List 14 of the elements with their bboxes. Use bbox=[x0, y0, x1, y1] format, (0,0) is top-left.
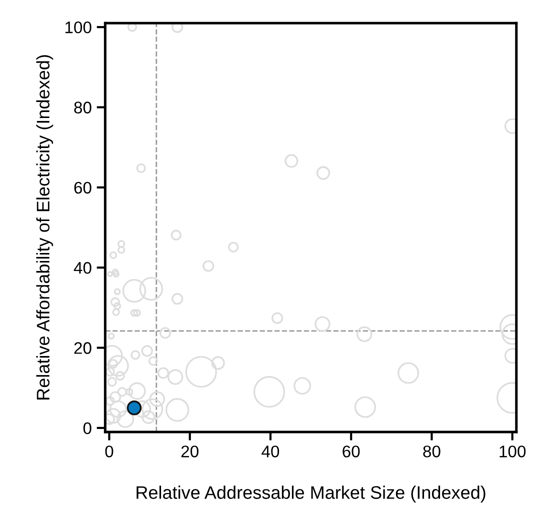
x-tick-label: 80 bbox=[423, 446, 440, 458]
x-tick-label: 40 bbox=[262, 446, 280, 458]
x-tick-label: 100 bbox=[500, 446, 526, 458]
x-tick-label: 20 bbox=[181, 446, 198, 458]
y-tick-label: 40 bbox=[74, 262, 92, 274]
x-axis-title: Relative Addressable Market Size (Indexed) bbox=[136, 486, 486, 502]
y-tick-label: 100 bbox=[65, 21, 92, 34]
x-tick-label: 0 bbox=[105, 446, 114, 458]
y-tick-label: 80 bbox=[74, 102, 92, 114]
y-tick-label: 20 bbox=[74, 342, 92, 354]
x-tick-label: 60 bbox=[342, 446, 360, 458]
y-tick-label: 0 bbox=[83, 422, 92, 434]
y-tick-label: 60 bbox=[74, 182, 92, 194]
y-axis-title: Relative Affordability of Electricity (Indexed) bbox=[36, 55, 54, 400]
